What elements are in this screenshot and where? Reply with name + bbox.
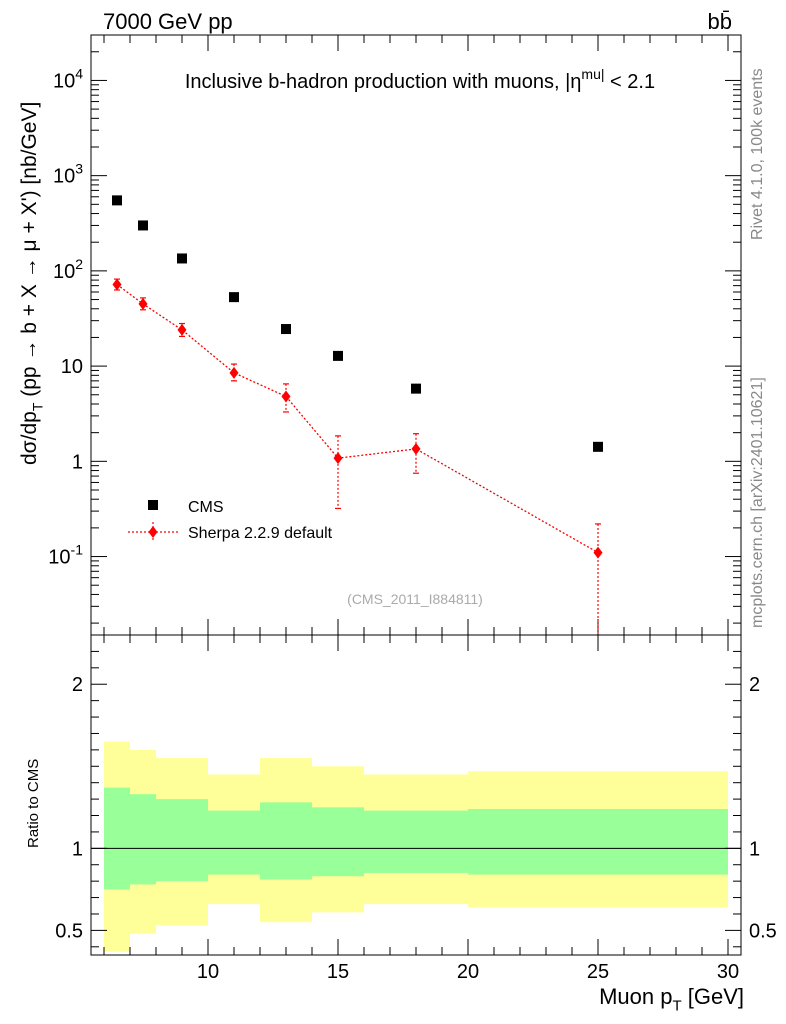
ratio-y-tick-label-left: 1 [72, 838, 83, 860]
sherpa-point [333, 452, 343, 465]
analysis-tag: (CMS_2011_I884811) [347, 591, 483, 607]
stat-uncertainty-band [130, 794, 156, 885]
stat-uncertainty-band [156, 799, 208, 882]
x-tick-label: 20 [457, 961, 479, 983]
cms-point [177, 253, 187, 264]
stat-uncertainty-band [260, 802, 312, 880]
ratio-y-tick-label-left: 0.5 [55, 920, 83, 942]
cms-point [333, 350, 343, 361]
y-tick-label: 1 [72, 451, 83, 473]
x-axis-title: Muon pT​ [GeV] [599, 984, 744, 1015]
ratio-bands [104, 741, 728, 952]
main-plot-ticks [91, 34, 741, 635]
y-axis-title: dσ/dpT​ (pp → b + X → μ + X') [nb/GeV] [18, 102, 45, 465]
sherpa-point [112, 278, 122, 291]
process-label: bb̄ [708, 9, 732, 34]
stat-uncertainty-band [468, 808, 728, 875]
y-tick-label: 102​ [53, 256, 83, 283]
stat-uncertainty-band [208, 810, 260, 875]
cms-point [112, 195, 122, 206]
cms-point [411, 383, 421, 394]
stat-uncertainty-band [104, 787, 130, 890]
cms-point [281, 324, 291, 335]
main-plot-y-tick-labels: 10-1​ 1 10 102​ 103​ 104​ [48, 65, 83, 568]
ratio-plot-tick-labels: 0.5 0.5 1 1 2 2 10 15 20 25 30 [55, 674, 777, 983]
ratio-y-tick-label-right: 2 [749, 674, 760, 696]
legend-cms-label: CMS [188, 499, 224, 516]
chart-title: Inclusive b-hadron production with muons… [185, 66, 655, 93]
x-tick-label: 30 [717, 961, 739, 983]
y-tick-label: 103​ [53, 161, 83, 188]
energy-label: 7000 GeV pp [103, 9, 233, 34]
x-tick-label: 10 [197, 961, 219, 983]
y-tick-label: 104​ [53, 65, 83, 92]
sherpa-line [116, 283, 599, 554]
legend-sherpa-label: Sherpa 2.2.9 default [188, 525, 333, 542]
y-tick-label: 10-1​ [48, 542, 83, 569]
cms-point [138, 220, 148, 231]
x-tick-label: 25 [587, 961, 609, 983]
stat-uncertainty-band [312, 807, 364, 877]
ratio-y-tick-label-right: 0.5 [749, 920, 777, 942]
y-tick-label: 10 [61, 356, 83, 378]
cms-point [593, 441, 603, 452]
ratio-y-tick-label-right: 1 [749, 838, 760, 860]
sherpa-point [281, 390, 291, 403]
rivet-label: Rivet 4.1.0, 100k events [749, 68, 766, 240]
sherpa-point [177, 323, 187, 336]
ratio-plot-panel: 0.5 0.5 1 1 2 2 10 15 20 25 30 Ratio to CMS Muon p… [25, 634, 777, 1015]
sherpa-point [411, 442, 421, 455]
ratio-y-tick-label-left: 2 [72, 674, 83, 696]
ratio-plot-ticks [91, 635, 741, 955]
sherpa-point [229, 366, 239, 379]
source-label: mcplots.cern.ch [arXiv:2401.10621] [749, 377, 766, 628]
legend-cms-marker [148, 500, 158, 510]
ratio-y-axis-title: Ratio to CMS [25, 759, 42, 848]
legend-sherpa-marker [148, 526, 158, 538]
x-tick-label: 15 [327, 961, 349, 983]
sherpa-point [138, 297, 148, 310]
cms-point [229, 292, 239, 303]
main-plot-frame [90, 34, 742, 636]
stat-uncertainty-band [364, 810, 468, 873]
main-plot-data [112, 195, 603, 635]
legend: CMS Sherpa 2.2.9 default [128, 499, 333, 542]
sherpa-point [593, 546, 603, 559]
main-plot-panel: 10-1​ 1 10 102​ 103​ 104​ Inclusive b-hadron … [18, 34, 742, 636]
